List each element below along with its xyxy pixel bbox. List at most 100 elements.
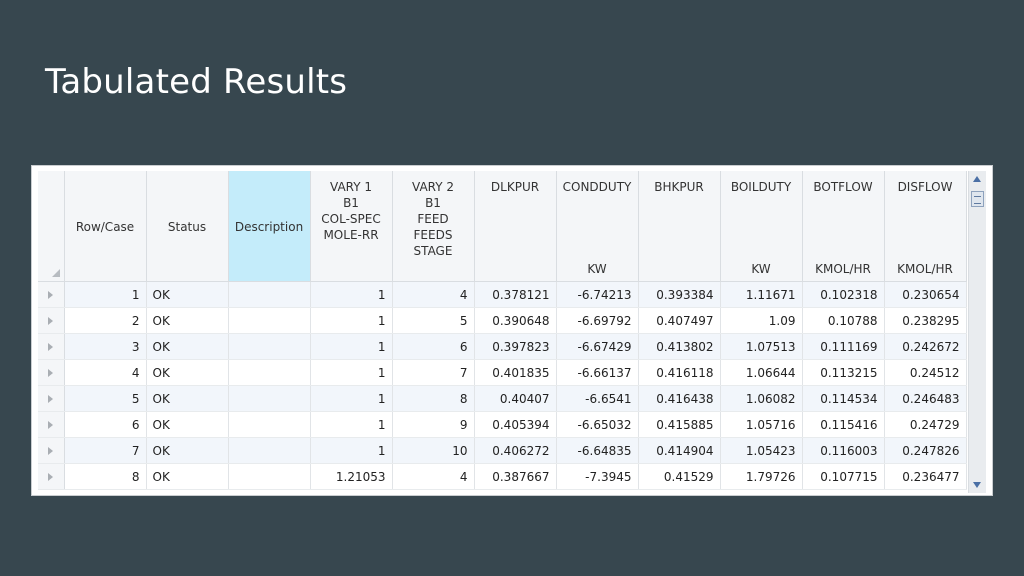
cell-row-case[interactable]: 3 [64,333,147,360]
cell-status[interactable]: OK [146,385,229,412]
cell-description[interactable] [228,281,311,308]
row-selector[interactable] [38,437,65,464]
cell-boilduty[interactable]: 1.09 [720,307,803,334]
cell-botflow[interactable]: 0.113215 [802,359,885,386]
cell-dlkpur[interactable]: 0.390648 [474,307,557,334]
cell-vary2[interactable]: 10 [392,437,475,464]
cell-condduty[interactable]: -7.3945 [556,463,639,490]
cell-boilduty[interactable]: 1.05423 [720,437,803,464]
cell-disflow[interactable]: 0.246483 [884,385,967,412]
cell-description[interactable] [228,333,311,360]
cell-status[interactable]: OK [146,307,229,334]
cell-row-case[interactable]: 4 [64,359,147,386]
cell-row-case[interactable]: 5 [64,385,147,412]
cell-vary2[interactable]: 8 [392,385,475,412]
cell-vary1[interactable]: 1.21053 [310,463,393,490]
cell-status[interactable]: OK [146,463,229,490]
column-header-boilduty[interactable]: BOILDUTY KW [720,171,803,282]
cell-condduty[interactable]: -6.6541 [556,385,639,412]
cell-dlkpur[interactable]: 0.40407 [474,385,557,412]
cell-condduty[interactable]: -6.66137 [556,359,639,386]
cell-boilduty[interactable]: 1.11671 [720,281,803,308]
column-header-description[interactable]: Description [228,171,311,282]
cell-botflow[interactable]: 0.10788 [802,307,885,334]
row-selector[interactable] [38,359,65,386]
cell-status[interactable]: OK [146,359,229,386]
cell-bhkpur[interactable]: 0.413802 [638,333,721,360]
cell-row-case[interactable]: 6 [64,411,147,438]
table-row[interactable]: 4 OK 1 7 0.401835 -6.66137 0.416118 1.06644 0.11… [38,359,967,386]
cell-boilduty[interactable]: 1.06644 [720,359,803,386]
cell-bhkpur[interactable]: 0.393384 [638,281,721,308]
scroll-thumb[interactable] [971,191,984,207]
cell-status[interactable]: OK [146,333,229,360]
cell-botflow[interactable]: 0.114534 [802,385,885,412]
cell-vary2[interactable]: 9 [392,411,475,438]
cell-description[interactable] [228,385,311,412]
cell-botflow[interactable]: 0.115416 [802,411,885,438]
cell-vary2[interactable]: 6 [392,333,475,360]
cell-dlkpur[interactable]: 0.397823 [474,333,557,360]
row-selector[interactable] [38,333,65,360]
cell-vary2[interactable]: 5 [392,307,475,334]
column-header-bhkpur[interactable]: BHKPUR [638,171,721,282]
cell-row-case[interactable]: 2 [64,307,147,334]
cell-description[interactable] [228,437,311,464]
cell-boilduty[interactable]: 1.79726 [720,463,803,490]
cell-disflow[interactable]: 0.24512 [884,359,967,386]
cell-bhkpur[interactable]: 0.416438 [638,385,721,412]
cell-status[interactable]: OK [146,437,229,464]
cell-vary1[interactable]: 1 [310,333,393,360]
table-row[interactable]: 5 OK 1 8 0.40407 -6.6541 0.416438 1.06082 0.1145… [38,385,967,412]
cell-botflow[interactable]: 0.102318 [802,281,885,308]
cell-dlkpur[interactable]: 0.378121 [474,281,557,308]
scroll-up-arrow-icon[interactable] [969,171,986,187]
cell-dlkpur[interactable]: 0.401835 [474,359,557,386]
cell-condduty[interactable]: -6.67429 [556,333,639,360]
cell-disflow[interactable]: 0.247826 [884,437,967,464]
table-row[interactable]: 1 OK 1 4 0.378121 -6.74213 0.393384 1.11671 0.10… [38,281,967,308]
cell-boilduty[interactable]: 1.07513 [720,333,803,360]
cell-row-case[interactable]: 7 [64,437,147,464]
cell-disflow[interactable]: 0.230654 [884,281,967,308]
cell-vary1[interactable]: 1 [310,437,393,464]
column-header-condduty[interactable]: CONDDUTY KW [556,171,639,282]
column-header-dlkpur[interactable]: DLKPUR [474,171,557,282]
cell-bhkpur[interactable]: 0.416118 [638,359,721,386]
row-selector[interactable] [38,411,65,438]
cell-status[interactable]: OK [146,281,229,308]
table-row[interactable]: 8 OK 1.21053 4 0.387667 -7.3945 0.41529 1.79726… [38,463,967,490]
cell-row-case[interactable]: 8 [64,463,147,490]
cell-description[interactable] [228,411,311,438]
cell-dlkpur[interactable]: 0.387667 [474,463,557,490]
column-header-vary2[interactable]: VARY 2 B1 FEED FEEDS STAGE [392,171,475,282]
vertical-scrollbar[interactable] [968,171,986,493]
cell-condduty[interactable]: -6.69792 [556,307,639,334]
cell-vary2[interactable]: 4 [392,281,475,308]
cell-bhkpur[interactable]: 0.415885 [638,411,721,438]
cell-botflow[interactable]: 0.107715 [802,463,885,490]
cell-disflow[interactable]: 0.24729 [884,411,967,438]
select-all-corner[interactable] [38,171,65,282]
row-selector[interactable] [38,281,65,308]
cell-condduty[interactable]: -6.65032 [556,411,639,438]
row-selector[interactable] [38,463,65,490]
cell-bhkpur[interactable]: 0.414904 [638,437,721,464]
cell-disflow[interactable]: 0.236477 [884,463,967,490]
cell-botflow[interactable]: 0.116003 [802,437,885,464]
table-row[interactable]: 7 OK 1 10 0.406272 -6.64835 0.414904 1.05423 0.1… [38,437,967,464]
cell-bhkpur[interactable]: 0.41529 [638,463,721,490]
column-header-row-case[interactable]: Row/Case [64,171,147,282]
row-selector[interactable] [38,385,65,412]
cell-status[interactable]: OK [146,411,229,438]
cell-description[interactable] [228,463,311,490]
column-header-disflow[interactable]: DISFLOW KMOL/HR [884,171,967,282]
cell-row-case[interactable]: 1 [64,281,147,308]
cell-bhkpur[interactable]: 0.407497 [638,307,721,334]
cell-description[interactable] [228,359,311,386]
table-row[interactable]: 3 OK 1 6 0.397823 -6.67429 0.413802 1.07513 0.11… [38,333,967,360]
cell-condduty[interactable]: -6.64835 [556,437,639,464]
cell-vary1[interactable]: 1 [310,359,393,386]
cell-description[interactable] [228,307,311,334]
cell-boilduty[interactable]: 1.06082 [720,385,803,412]
